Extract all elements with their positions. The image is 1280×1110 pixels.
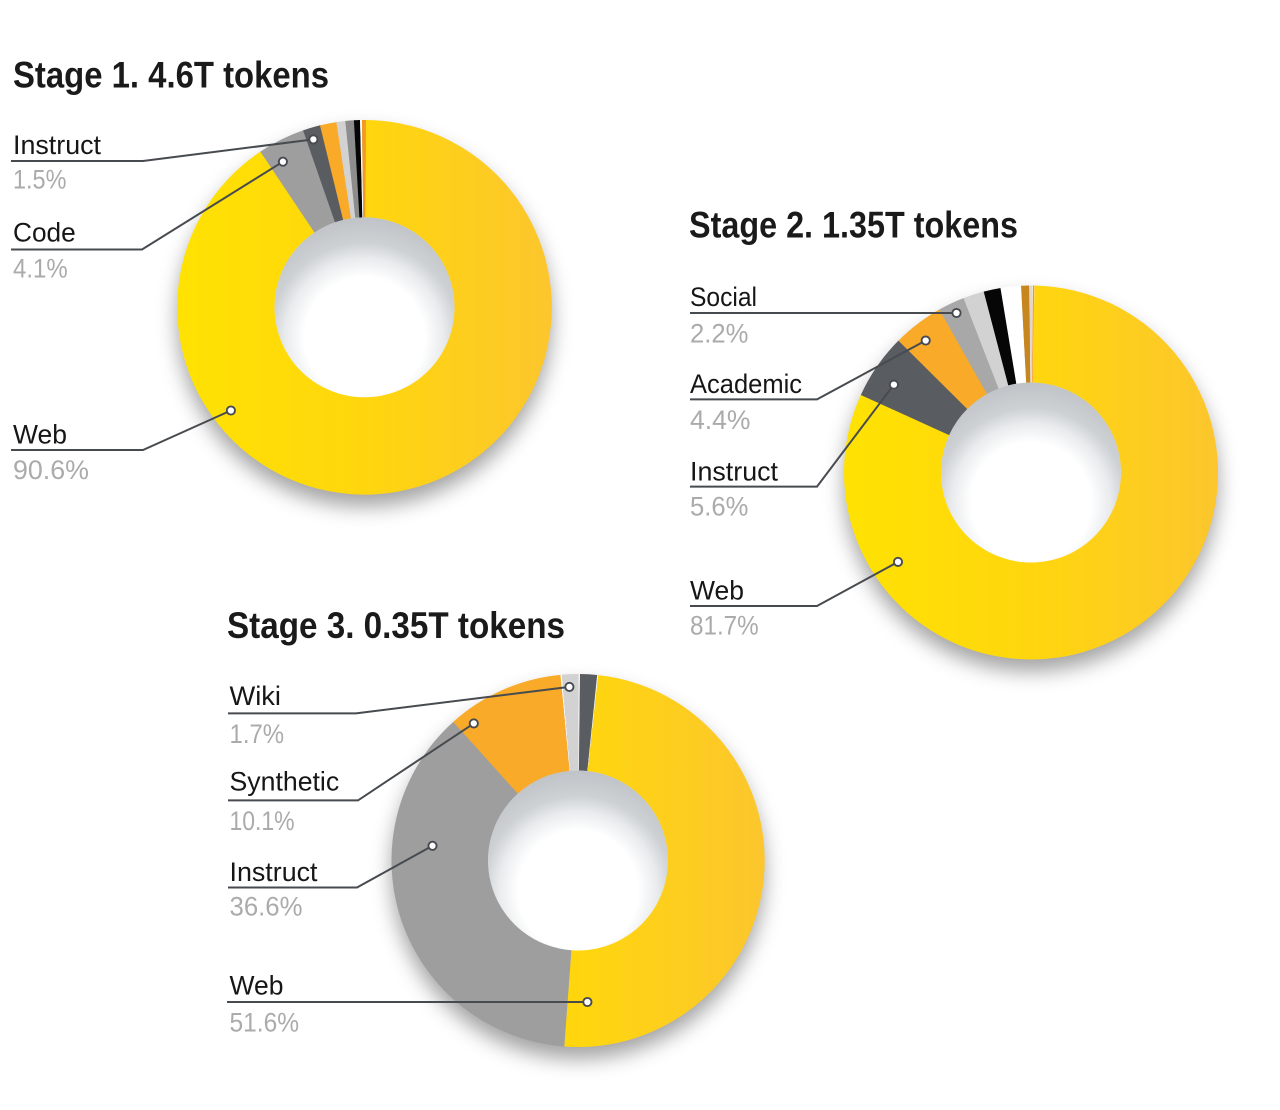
svg-text:36.6%: 36.6%: [230, 892, 303, 922]
svg-text:51.6%: 51.6%: [230, 1008, 300, 1038]
svg-text:Instruct: Instruct: [13, 130, 101, 160]
svg-text:81.7%: 81.7%: [690, 611, 759, 641]
svg-text:Web: Web: [690, 576, 744, 606]
svg-text:Web: Web: [230, 971, 284, 1001]
svg-text:Code: Code: [13, 218, 76, 248]
svg-text:Instruct: Instruct: [230, 857, 318, 887]
svg-text:Stage 2. 1.35T tokens: Stage 2. 1.35T tokens: [689, 205, 1018, 246]
svg-text:1.7%: 1.7%: [230, 719, 285, 749]
svg-text:Instruct: Instruct: [690, 457, 778, 487]
svg-text:4.1%: 4.1%: [13, 254, 68, 284]
svg-text:2.2%: 2.2%: [690, 319, 748, 349]
svg-text:90.6%: 90.6%: [13, 455, 89, 485]
svg-text:Academic: Academic: [690, 369, 802, 399]
svg-text:1.5%: 1.5%: [13, 165, 66, 195]
svg-text:Stage 1. 4.6T tokens: Stage 1. 4.6T tokens: [13, 55, 329, 96]
svg-text:Synthetic: Synthetic: [230, 767, 340, 797]
svg-text:10.1%: 10.1%: [230, 806, 295, 836]
svg-text:Stage 3. 0.35T tokens: Stage 3. 0.35T tokens: [227, 605, 565, 646]
svg-text:Wiki: Wiki: [230, 681, 282, 711]
svg-text:4.4%: 4.4%: [690, 405, 750, 435]
svg-text:Web: Web: [13, 420, 67, 450]
svg-text:5.6%: 5.6%: [690, 492, 748, 522]
svg-text:Social: Social: [690, 282, 757, 312]
